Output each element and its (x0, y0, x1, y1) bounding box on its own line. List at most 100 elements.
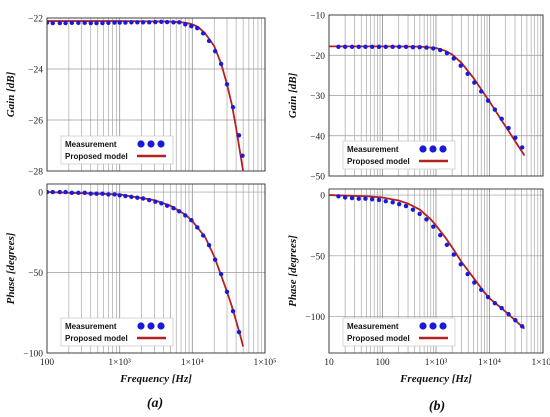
data-point-measurement (100, 191, 105, 196)
data-point-measurement (240, 153, 245, 158)
data-point-measurement (123, 193, 128, 199)
legend-label-measurement: Measurement (347, 145, 399, 154)
legend-marker-measurement (147, 140, 155, 148)
x-tick-label: 100 (40, 358, 55, 368)
data-point-measurement (82, 190, 87, 196)
data-point-measurement (76, 190, 81, 196)
y-tick-label: −50 (310, 173, 325, 183)
data-point-measurement (189, 218, 194, 223)
legend-label-proposed-model: Proposed model (347, 334, 410, 343)
data-point-measurement (200, 233, 206, 238)
legend-label-proposed-model: Proposed model (65, 152, 128, 161)
legend-label-measurement: Measurement (65, 140, 117, 149)
x-tick-label: 1×10³ (108, 358, 131, 368)
data-point-measurement (218, 271, 224, 277)
data-point-measurement (519, 324, 525, 329)
legend-marker-measurement (429, 322, 437, 330)
data-point-measurement (129, 194, 134, 200)
data-point-measurement (236, 133, 242, 138)
data-point-measurement (50, 20, 55, 26)
x-tick-label: 10 (324, 358, 334, 368)
legend-label-measurement: Measurement (65, 322, 117, 331)
data-point-measurement (417, 211, 422, 217)
x-tick-label: 1×10⁵ (532, 358, 550, 368)
data-point-measurement (458, 262, 463, 267)
data-point-measurement (82, 20, 87, 26)
data-point-measurement (431, 46, 436, 51)
data-point-measurement (499, 305, 504, 311)
data-point-measurement (369, 197, 375, 202)
legend-label-proposed-model: Proposed model (65, 334, 128, 343)
data-point-measurement (195, 26, 200, 31)
data-point-measurement (424, 45, 429, 50)
legend-marker-measurement (419, 145, 427, 153)
data-point-measurement (171, 20, 176, 25)
series-group (329, 194, 526, 330)
gain-chart-b: −10 −20 −30 −40 −50 Gain [dB] Measurement Propo… (287, 12, 544, 183)
y-axis-label: Phase [degrees] (287, 235, 299, 307)
data-point-measurement (390, 44, 395, 49)
data-point-measurement (356, 44, 361, 49)
data-point-measurement (410, 45, 416, 50)
data-point-measurement (336, 194, 341, 199)
data-point-measurement (410, 207, 416, 212)
data-point-measurement (159, 201, 164, 206)
plot-frame (328, 188, 544, 354)
legend: Measurement Proposed model (342, 140, 456, 170)
y-tick-label: 0 (38, 189, 43, 199)
data-point-measurement (63, 189, 68, 195)
data-point-measurement (492, 300, 498, 306)
gain-chart-a: −22 −24 −26 −28 Gain [dB] Measurement Proposed… (5, 15, 266, 178)
y-tick-label: −50 (28, 269, 43, 279)
data-point-measurement (63, 20, 68, 26)
data-point-measurement (69, 20, 75, 26)
legend-marker-measurement (439, 145, 447, 153)
data-point-measurement (499, 116, 504, 122)
data-point-measurement (88, 20, 93, 26)
y-tick-label: −24 (28, 66, 43, 76)
data-point-measurement (479, 287, 484, 293)
plot-frame (328, 14, 544, 177)
data-point-measurement (177, 209, 182, 214)
data-point-measurement (189, 23, 194, 29)
panel-label-a: (a) (147, 396, 163, 411)
data-point-measurement (47, 189, 50, 195)
data-point-measurement (349, 44, 355, 49)
legend-box (60, 135, 174, 165)
data-point-measurement (438, 47, 443, 53)
data-point-measurement (123, 20, 128, 25)
data-point-measurement (396, 201, 402, 207)
legend-marker-measurement (157, 140, 165, 148)
data-point-measurement (212, 257, 218, 262)
y-tick-label: 0 (320, 192, 325, 202)
y-tick-label: −50 (310, 252, 325, 262)
data-point-measurement (50, 189, 55, 195)
data-point-measurement (390, 200, 395, 205)
data-point-measurement (506, 125, 511, 131)
data-point-measurement (140, 196, 146, 201)
data-point-measurement (57, 20, 62, 26)
legend-marker-measurement (137, 140, 145, 148)
data-point-measurement (57, 189, 62, 195)
data-point-measurement (356, 196, 361, 201)
x-tick-label: 1×10⁴ (478, 358, 502, 368)
legend-marker-measurement (419, 322, 427, 330)
data-point-measurement (183, 213, 188, 218)
y-axis-label: Gain [dB] (287, 72, 299, 118)
data-point-measurement (140, 20, 146, 25)
legend-marker-measurement (439, 322, 447, 330)
data-point-measurement (444, 51, 450, 56)
data-point-measurement (200, 31, 206, 36)
panel-label-b: (b) (429, 399, 445, 414)
data-point-measurement (506, 311, 511, 317)
data-point-measurement (383, 198, 388, 204)
x-tick-label: 1×10³ (425, 358, 448, 368)
y-tick-label: −20 (310, 52, 325, 62)
data-point-measurement (218, 61, 224, 67)
legend-marker-measurement (157, 322, 165, 330)
legend-marker-measurement (429, 145, 437, 153)
y-tick-label: −100 (23, 350, 43, 360)
data-point-measurement (147, 20, 152, 25)
data-point-measurement (106, 20, 111, 26)
